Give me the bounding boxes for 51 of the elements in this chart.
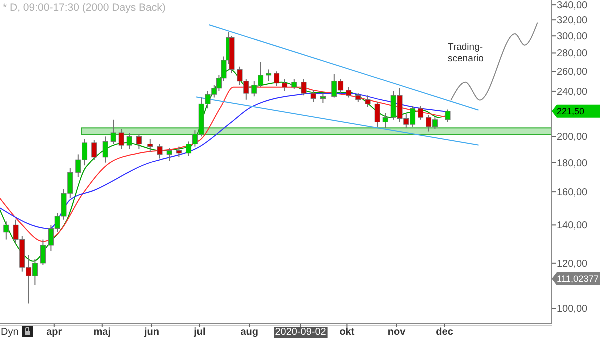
candlestick [418, 106, 424, 120]
candlestick [301, 78, 307, 96]
candlestick [40, 239, 46, 266]
y-tick-label: 120,00 [557, 258, 588, 270]
text: 111,02377 [557, 274, 599, 284]
x-tick-label: 2020-09-02 [275, 327, 327, 338]
y-tick-label: 320,00 [557, 16, 588, 27]
x-tick-label: dec [436, 327, 454, 338]
y-tick-label: 140,00 [557, 220, 588, 232]
annotation: Trading- scenario [448, 42, 484, 64]
candlestick [282, 78, 288, 92]
x-tick-label: jul [193, 327, 206, 338]
candlestick [166, 148, 172, 162]
y-tick-label: 160,00 [557, 188, 588, 199]
candlestick [310, 90, 316, 103]
y-tick-label: 280,00 [557, 48, 588, 60]
x-tick-label: jun [144, 327, 160, 338]
candlestick [92, 140, 98, 161]
candlestick [136, 134, 142, 150]
candlestick [110, 119, 116, 145]
candlestick [292, 78, 298, 90]
y-tick-label: 240,00 [557, 86, 588, 98]
candlestick [365, 95, 371, 108]
y-tick-label: 300,00 [557, 32, 588, 43]
y-tick-label: 100,00 [557, 304, 588, 316]
candlestick [4, 221, 10, 240]
candlestick [374, 102, 380, 128]
x-tick-label: okt [340, 327, 356, 338]
x-tick-label: apr [46, 327, 62, 338]
y-tick-label: 340,00 [557, 0, 588, 12]
candlestick [118, 128, 124, 150]
x-tick-label: maj [94, 327, 112, 338]
chart-title: * D, 09:00-17:30 (2000 Days Back) [3, 2, 166, 14]
x-tick-label: aug [240, 327, 258, 338]
y-tick-label: 180,00 [557, 158, 588, 170]
candlestick [148, 138, 154, 153]
candlestick [346, 86, 352, 98]
candlestick [320, 93, 326, 104]
y-tick-label: 260,00 [557, 67, 588, 78]
candlestick [157, 144, 163, 160]
candlestick [102, 136, 108, 164]
x-tick-label: nov [388, 327, 406, 338]
candlestick [266, 69, 272, 82]
text: Dyn [1, 327, 19, 338]
candlestick [126, 132, 132, 150]
candlestick [176, 146, 182, 158]
candlestick [445, 109, 451, 123]
candlestick [382, 112, 388, 129]
y-tick-label: 200,00 [557, 132, 588, 144]
candlestick [274, 71, 280, 87]
text: 221,50 [557, 106, 585, 117]
